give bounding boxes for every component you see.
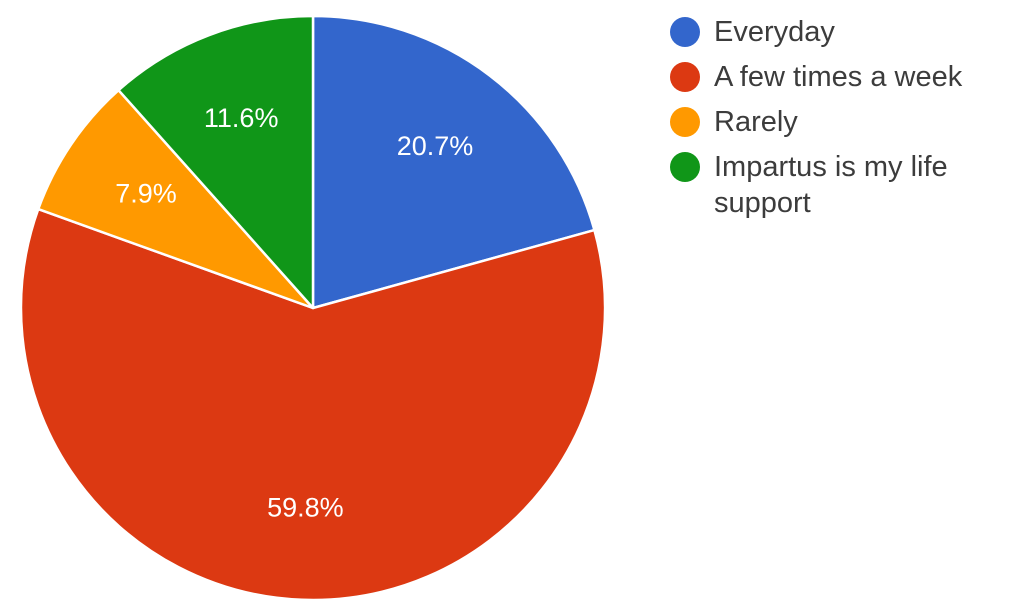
legend-label-everyday: Everyday (714, 16, 835, 48)
slice-label-everyday: 20.7% (397, 131, 474, 161)
legend-label-few-times-a-week: A few times a week (714, 61, 963, 93)
slice-label-few-times-a-week: 59.8% (267, 492, 344, 522)
slice-label-life-support: 11.6% (204, 103, 279, 133)
pie-slice-rarely[interactable] (37, 88, 315, 310)
legend-item-everyday[interactable]: Everyday (670, 14, 1020, 50)
legend: Everyday A few times a week Rarely Impar… (670, 14, 1020, 230)
pie-slice-everyday[interactable] (311, 14, 596, 310)
legend-item-life-support[interactable]: Impartus is my life support (670, 149, 1020, 221)
legend-swatch-everyday (670, 17, 700, 47)
legend-swatch-few-times-a-week (670, 62, 700, 92)
legend-swatch-rarely (670, 107, 700, 137)
legend-item-few-times-a-week[interactable]: A few times a week (670, 59, 1020, 95)
legend-label-rarely: Rarely (714, 106, 798, 138)
pie-slices (19, 14, 607, 602)
slice-label-rarely: 7.9% (115, 178, 177, 208)
legend-swatch-life-support (670, 152, 700, 182)
pie-slice-few-times-a-week[interactable] (19, 207, 607, 602)
legend-item-rarely[interactable]: Rarely (670, 104, 1020, 140)
pie-slice-labels: 20.7% 59.8% 7.9% 11.6% (115, 103, 473, 523)
pie-slice-life-support[interactable] (117, 14, 315, 310)
legend-label-life-support: Impartus is my life support (714, 151, 948, 219)
